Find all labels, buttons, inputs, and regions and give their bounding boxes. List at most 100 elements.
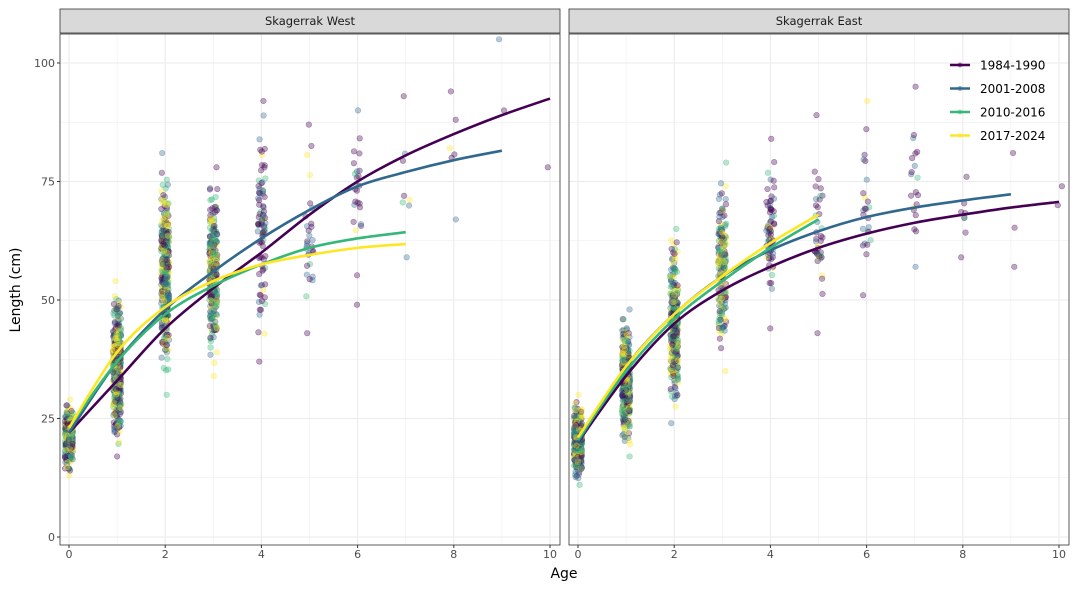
data-point (113, 412, 120, 419)
data-point (260, 223, 267, 230)
data-point (64, 433, 71, 440)
data-point (115, 311, 123, 318)
data-point (67, 447, 75, 455)
data-point (111, 345, 118, 352)
data-point (262, 252, 269, 260)
data-point (352, 227, 359, 234)
data-point (117, 388, 124, 395)
data-point (65, 432, 72, 439)
data-point (256, 311, 263, 318)
data-point (770, 195, 778, 202)
data-point (62, 425, 69, 432)
data-point (63, 439, 70, 447)
data-point (164, 181, 171, 188)
data-point (578, 407, 585, 414)
data-point (207, 344, 214, 351)
y-tick-label: 0 (48, 531, 55, 544)
data-point (116, 310, 123, 317)
data-point (68, 407, 75, 415)
data-point (66, 433, 73, 440)
data-point (261, 330, 268, 337)
x-tick-label: 10 (543, 548, 557, 561)
data-point (256, 270, 263, 278)
data-point (63, 419, 70, 426)
data-point (66, 441, 73, 448)
y-tick-label: 100 (34, 57, 55, 70)
data-point (63, 446, 70, 453)
data-point (161, 317, 168, 324)
data-point (350, 160, 358, 167)
data-point (159, 149, 166, 157)
data-point (64, 440, 71, 448)
data-point (667, 278, 675, 285)
data-point (261, 193, 268, 200)
data-point (67, 432, 74, 440)
data-point (673, 345, 681, 352)
data-point (112, 367, 119, 374)
data-point (306, 232, 313, 239)
data-point (812, 183, 819, 190)
data-point (66, 467, 74, 474)
data-point (63, 447, 71, 454)
data-point (66, 449, 73, 457)
data-point (162, 270, 169, 277)
data-point (715, 317, 722, 325)
data-point (115, 406, 123, 413)
data-point (260, 112, 267, 119)
data-point (674, 376, 682, 383)
x-tick-label: 10 (1052, 548, 1066, 561)
data-point (62, 420, 70, 427)
data-point (163, 212, 170, 220)
data-point (62, 440, 70, 447)
data-point (112, 339, 119, 346)
data-point (69, 437, 76, 444)
data-point (111, 389, 118, 396)
data-point (66, 450, 73, 457)
data-point (67, 449, 74, 456)
data-point (111, 410, 118, 417)
data-point (1058, 183, 1066, 190)
data-point (115, 395, 123, 402)
data-point (910, 131, 918, 139)
data-point (117, 381, 124, 388)
data-point (862, 157, 869, 165)
data-point (717, 238, 724, 245)
data-point (865, 224, 872, 231)
data-point (819, 290, 826, 298)
data-point (308, 220, 315, 227)
data-point (723, 159, 730, 166)
data-point (64, 410, 71, 417)
data-point (210, 231, 217, 239)
data-point (811, 168, 818, 175)
data-point (65, 445, 72, 452)
data-point (673, 225, 680, 232)
data-point (111, 341, 118, 348)
data-point (67, 405, 74, 412)
data-point (65, 417, 72, 424)
data-point (63, 416, 70, 423)
data-point (164, 290, 171, 297)
data-point (67, 439, 74, 446)
data-point (572, 407, 579, 414)
data-point (111, 387, 118, 394)
data-point (66, 434, 74, 441)
data-point (114, 320, 121, 327)
data-point (356, 200, 363, 207)
data-point (69, 433, 76, 440)
data-point (63, 452, 71, 459)
y-axis-label: Length (cm) (8, 248, 24, 333)
data-point (68, 411, 75, 419)
data-point (406, 196, 413, 204)
data-point (64, 441, 71, 448)
data-point (64, 432, 71, 439)
data-point (62, 429, 69, 436)
data-point (621, 338, 628, 345)
data-point (65, 446, 72, 453)
data-point (909, 155, 916, 162)
data-point (357, 221, 365, 228)
data-point (578, 460, 585, 467)
legend-label: 2017-2024 (980, 129, 1045, 143)
data-point (159, 232, 166, 240)
data-point (160, 364, 167, 372)
data-point (356, 150, 363, 157)
